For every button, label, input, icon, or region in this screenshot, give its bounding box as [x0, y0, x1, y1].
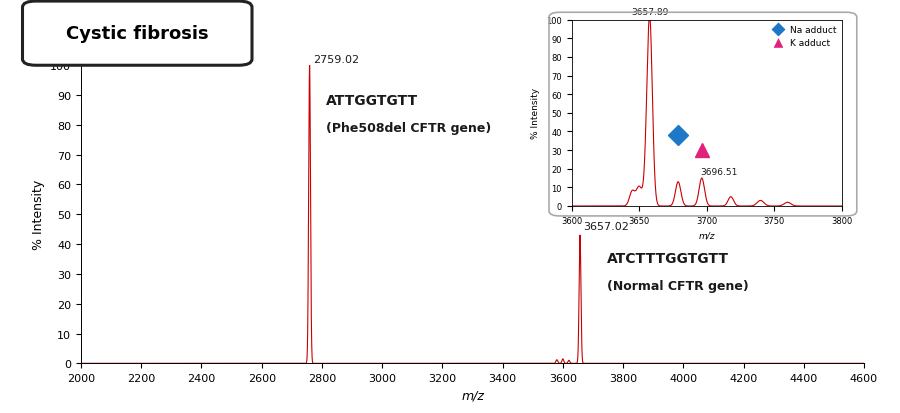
Text: (Normal CFTR gene): (Normal CFTR gene) [608, 279, 749, 292]
Text: 3657.02: 3657.02 [583, 222, 629, 232]
Text: ATTGGTGTT: ATTGGTGTT [326, 94, 419, 108]
Text: ATCTTTGGTGTT: ATCTTTGGTGTT [608, 252, 729, 265]
X-axis label: m/z: m/z [698, 231, 715, 240]
Text: Cystic fibrosis: Cystic fibrosis [67, 25, 209, 43]
Y-axis label: % Intensity: % Intensity [532, 88, 541, 139]
Text: 3696.51: 3696.51 [700, 168, 738, 177]
Y-axis label: % Intensity: % Intensity [32, 180, 45, 250]
Legend: Na adduct, K adduct: Na adduct, K adduct [768, 25, 837, 48]
Text: 3657.89: 3657.89 [631, 8, 669, 17]
Text: 2759.02: 2759.02 [313, 55, 359, 65]
Text: (Phe508del CFTR gene): (Phe508del CFTR gene) [326, 121, 491, 135]
X-axis label: m/z: m/z [461, 389, 484, 401]
